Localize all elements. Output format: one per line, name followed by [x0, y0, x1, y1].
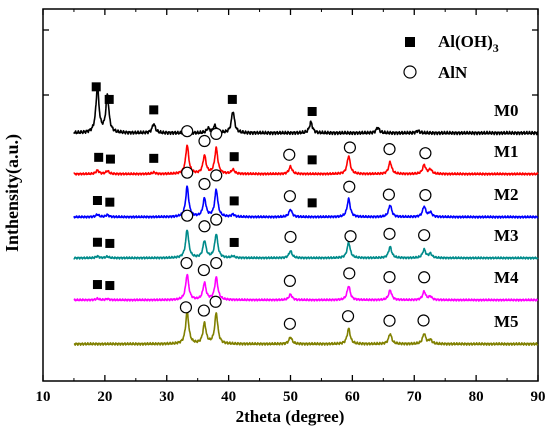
series-line	[73, 86, 539, 136]
al-oh3-marker	[307, 106, 317, 116]
x-tick-label: 10	[36, 389, 51, 405]
series-group: M0 M1 M2 M3 M4 M5	[73, 82, 539, 346]
x-axis-label: 2theta (degree)	[236, 407, 345, 426]
aln-marker	[210, 213, 223, 226]
aln-marker	[341, 310, 355, 323]
aln-marker	[210, 256, 223, 270]
legend-circle-icon	[403, 65, 417, 79]
al-oh3-marker	[92, 280, 102, 290]
series-label-m4: M4	[494, 268, 519, 287]
aln-marker	[181, 209, 194, 222]
series-line	[73, 309, 539, 346]
al-oh3-marker	[92, 237, 102, 247]
x-tick-label: 60	[345, 389, 360, 405]
aln-marker	[180, 256, 193, 270]
series-m3: M3	[73, 209, 539, 260]
al-oh3-marker	[149, 153, 159, 163]
x-tick-label: 80	[469, 389, 484, 405]
series-label-m1: M1	[494, 142, 519, 161]
x-tick-label: 70	[407, 389, 422, 405]
al-oh3-marker	[105, 281, 115, 291]
aln-marker	[284, 230, 297, 244]
aln-marker	[343, 180, 356, 193]
al-oh3-marker	[94, 152, 104, 162]
aln-marker	[418, 229, 431, 242]
series-line	[73, 144, 539, 176]
legend-label-al-oh3: Al(OH)3	[438, 32, 499, 55]
aln-marker	[209, 295, 222, 308]
aln-marker	[197, 304, 210, 317]
al-oh3-marker	[149, 105, 159, 115]
aln-marker	[383, 227, 396, 240]
legend-label-aln: AlN	[438, 63, 468, 82]
aln-marker	[283, 317, 296, 330]
series-label-m5: M5	[494, 312, 519, 331]
series-label-m3: M3	[494, 226, 519, 245]
aln-marker	[198, 220, 211, 233]
al-oh3-marker	[227, 94, 237, 104]
al-oh3-marker	[307, 155, 317, 165]
aln-marker	[383, 314, 396, 327]
aln-marker	[419, 147, 432, 160]
al-oh3-marker	[229, 152, 239, 162]
legend-square-icon	[405, 37, 415, 47]
aln-marker	[417, 314, 430, 327]
series-label-m0: M0	[494, 101, 519, 120]
al-oh3-marker	[91, 82, 101, 92]
series-m1: M1	[73, 125, 539, 176]
aln-marker	[283, 190, 296, 203]
al-oh3-marker	[307, 198, 317, 208]
aln-marker	[198, 134, 211, 148]
x-tick-label: 30	[159, 389, 174, 405]
series-m0: M0	[73, 82, 539, 136]
al-oh3-marker	[92, 196, 102, 206]
aln-marker	[198, 177, 211, 191]
aln-marker	[179, 301, 193, 314]
series-line	[73, 273, 539, 302]
series-label-m2: M2	[494, 185, 519, 204]
aln-marker	[283, 148, 296, 161]
al-oh3-marker	[105, 238, 115, 248]
x-tick-label: 20	[97, 389, 112, 405]
aln-marker	[343, 141, 356, 154]
aln-marker	[382, 188, 395, 201]
series-m2: M2	[73, 166, 539, 219]
x-tick-label: 50	[283, 389, 298, 405]
aln-marker	[343, 267, 356, 280]
aln-marker	[419, 189, 432, 202]
al-oh3-marker	[105, 154, 115, 164]
aln-marker	[344, 230, 357, 243]
al-oh3-marker	[229, 196, 239, 206]
series-line	[73, 185, 539, 219]
aln-marker	[210, 169, 223, 182]
aln-marker	[418, 271, 431, 284]
aln-marker	[181, 166, 194, 179]
series-m4: M4	[73, 256, 539, 302]
aln-marker	[383, 271, 396, 284]
al-oh3-marker	[104, 94, 114, 104]
aln-marker	[210, 127, 223, 140]
series-line	[73, 229, 539, 260]
series-m5: M5	[73, 295, 539, 346]
aln-marker	[283, 274, 296, 288]
y-axis-label: Inthensity(a.u.)	[2, 134, 23, 252]
al-oh3-marker	[229, 237, 239, 247]
x-tick-label: 90	[531, 389, 546, 405]
x-tick-label: 40	[221, 389, 236, 405]
axes: 10 20 30 40 50 60 70 80 90	[36, 9, 546, 405]
aln-marker	[383, 143, 396, 156]
aln-marker	[197, 263, 210, 277]
al-oh3-marker	[105, 197, 115, 207]
aln-marker	[181, 125, 194, 138]
legend: Al(OH)3 AlN	[403, 32, 499, 82]
